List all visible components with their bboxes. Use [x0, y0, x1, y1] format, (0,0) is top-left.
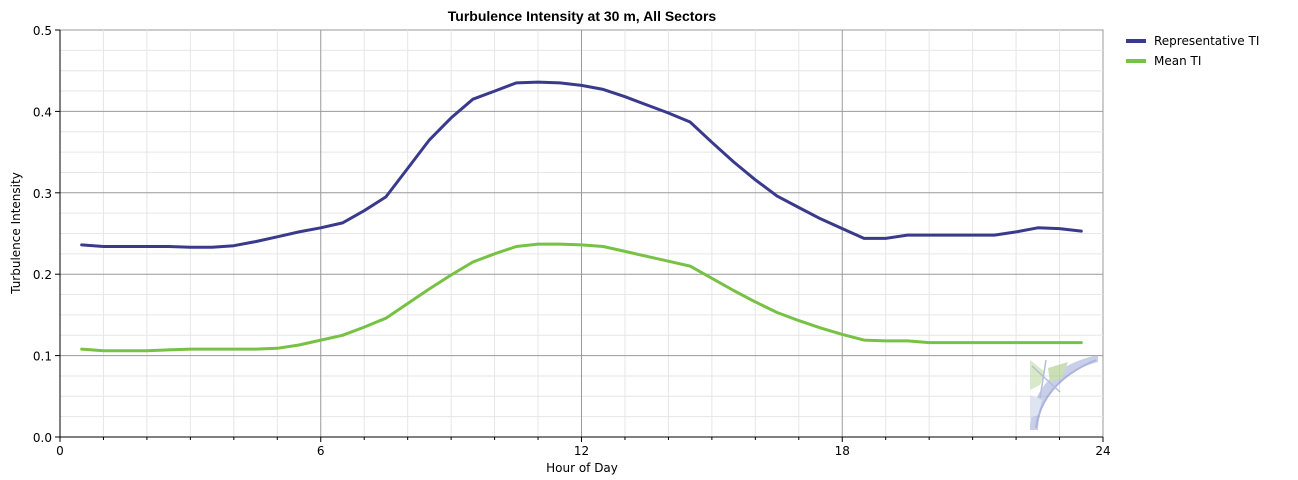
mean-ti-line: [80, 242, 1083, 353]
major-grid: [60, 30, 1103, 437]
y-ticks: 0.0 0.1 0.2 0.3 0.4 0.5: [33, 24, 60, 445]
legend-label: Representative TI: [1154, 34, 1259, 48]
x-axis-label: Hour of Day: [546, 461, 618, 475]
x-ticks: 0 6 12 18 24: [56, 437, 1111, 458]
y-tick-label: 0.3: [33, 187, 52, 201]
y-tick-label: 0.5: [33, 24, 52, 38]
representative-ti-line: [80, 80, 1083, 249]
x-tick-label: 0: [56, 444, 64, 458]
x-tick-label: 24: [1095, 444, 1110, 458]
axes: 0 6 12 18 24 0.00.10.20.30.40.5 Hour of Day …: [9, 24, 1111, 475]
chart-title: Turbulence Intensity at 30 m, All Sector…: [448, 8, 717, 24]
x-tick-label: 12: [574, 444, 589, 458]
y-tick-label: 0.2: [33, 268, 52, 282]
y-tick-label: 0.4: [33, 105, 52, 119]
y-tick-label: 0.0: [33, 431, 52, 445]
series-lines: [80, 80, 1083, 353]
y-axis-label: Turbulence Intensity: [9, 172, 23, 295]
x-tick-label: 6: [317, 444, 325, 458]
watermark-logo: [1030, 355, 1098, 430]
x-tick-label: 18: [835, 444, 850, 458]
y-tick-label: 0.1: [33, 350, 52, 364]
plot-area: [59, 29, 1104, 438]
legend-label: Mean TI: [1154, 54, 1201, 68]
legend: Representative TI Mean TI: [1126, 34, 1259, 68]
